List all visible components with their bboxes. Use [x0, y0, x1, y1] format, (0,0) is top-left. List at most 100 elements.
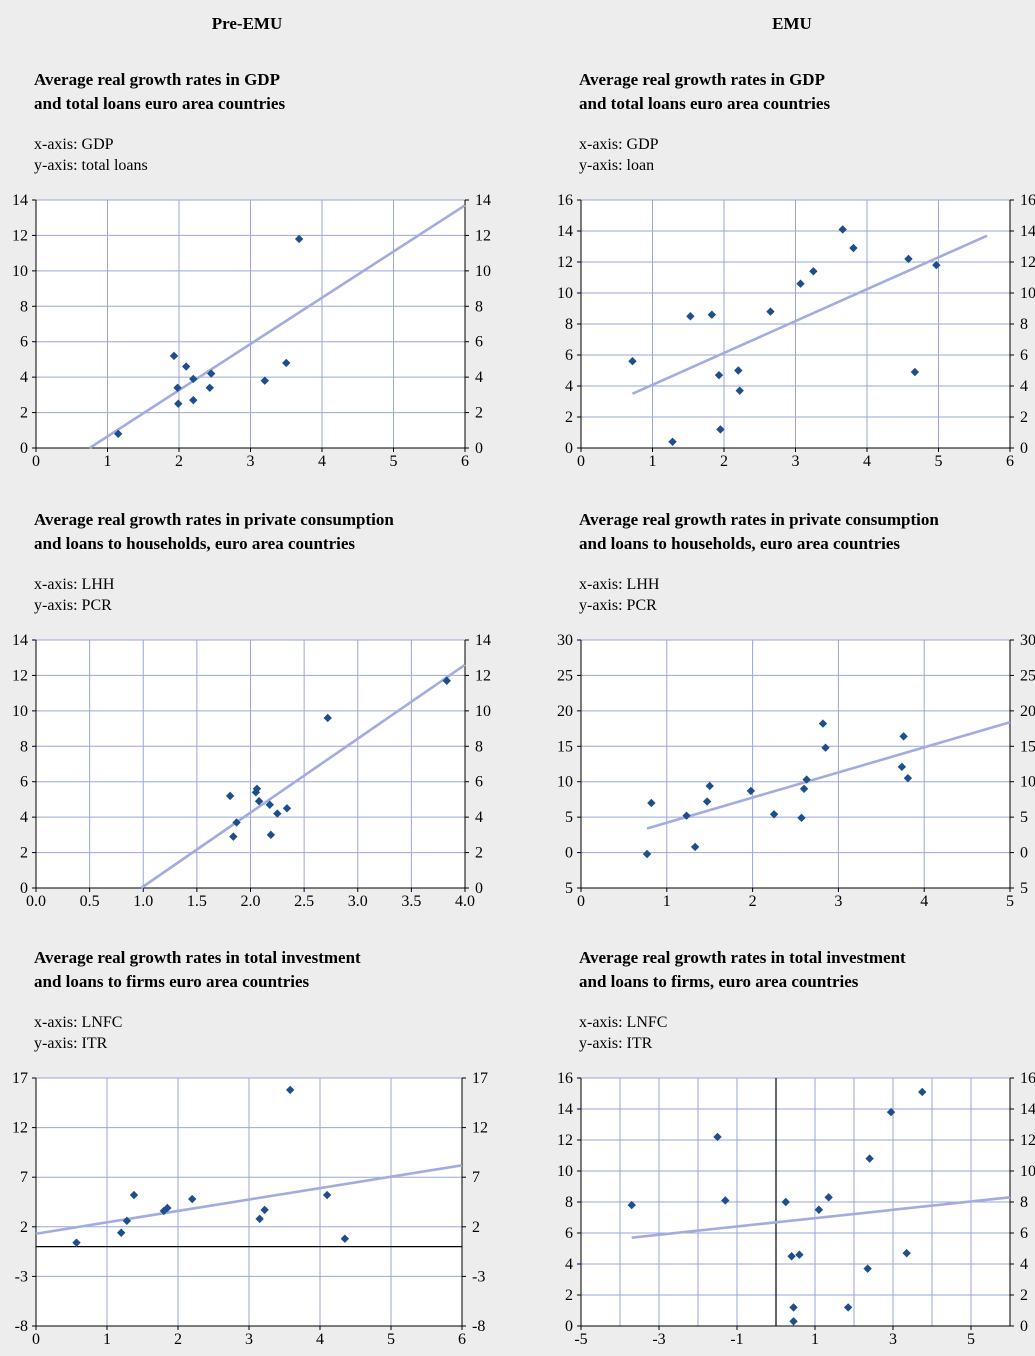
axis-legend: x-axis: GDP y-axis: total loans — [34, 134, 148, 176]
panel-title-line2: and total loans euro area countries — [34, 94, 286, 113]
data-point — [735, 386, 744, 395]
x-tick-label: 5 — [967, 1331, 975, 1348]
panel-title-line1: Average real growth rates in GDP — [579, 70, 825, 89]
trend-line — [35, 1164, 463, 1236]
data-point — [189, 395, 198, 405]
y-tick-label-left: 10 — [557, 774, 573, 791]
data-point — [129, 1190, 139, 1200]
y-tick-label-right: 0 — [475, 880, 483, 897]
x-tick-label: 5 — [935, 453, 943, 470]
x-axis-note: x-axis: LNFC — [579, 1014, 668, 1031]
y-tick-label-right: -8 — [472, 1318, 485, 1335]
y-tick-label-right: 0 — [1020, 1318, 1028, 1335]
y-tick-label-left: 12 — [12, 227, 28, 244]
data-point — [809, 267, 818, 276]
column-heading-emu: EMU — [772, 14, 812, 33]
y-tick-label-left: 0 — [20, 440, 28, 457]
y-tick-label-left: 25 — [557, 667, 573, 684]
panel-title-line1: Average real growth rates in total inves… — [34, 948, 361, 967]
x-tick-label: 6 — [1006, 453, 1014, 470]
x-tick-label: 0.5 — [80, 893, 100, 910]
data-point — [647, 798, 656, 808]
x-tick-label: 3 — [245, 1331, 253, 1348]
data-point — [932, 260, 941, 270]
x-tick-label: 3 — [792, 453, 800, 470]
data-point — [713, 1132, 722, 1142]
trend-line — [631, 1196, 1011, 1239]
y-tick-label-left: 4 — [565, 378, 573, 395]
x-tick-label: 2.5 — [294, 893, 314, 910]
data-point — [206, 369, 216, 378]
x-tick-label: 1 — [811, 1331, 819, 1348]
y-tick-label-right: 4 — [1020, 1256, 1028, 1273]
x-tick-label: 3 — [889, 1331, 897, 1348]
x-tick-label: 3.5 — [401, 893, 421, 910]
y-tick-label-left: 4 — [20, 809, 28, 826]
y-tick-label-right: 20 — [1020, 703, 1035, 720]
x-tick-label: 1.5 — [187, 893, 207, 910]
x-tick-label: 0 — [577, 893, 585, 910]
x-tick-label: 1 — [103, 1331, 111, 1348]
y-tick-label-right: 6 — [475, 334, 483, 351]
y-tick-label-right: 10 — [1020, 1163, 1035, 1180]
y-tick-label-right: 14 — [475, 632, 491, 649]
x-tick-label: 3.0 — [348, 893, 368, 910]
panel-title: Average real growth rates in GDP and tot… — [34, 68, 285, 116]
y-tick-label-right: 16 — [1020, 192, 1035, 209]
y-tick-label-left: -8 — [15, 1318, 28, 1335]
data-point — [899, 732, 908, 741]
y-tick-label-right: 0 — [475, 440, 483, 457]
x-tick-label: 4 — [863, 453, 871, 470]
data-point — [232, 818, 241, 827]
panel-title-line2: and loans to firms euro area countries — [34, 972, 310, 991]
y-tick-label-left: -3 — [15, 1268, 28, 1285]
y-tick-label-right: 2 — [472, 1219, 480, 1236]
y-tick-label-right: 25 — [1020, 667, 1035, 684]
x-tick-label: 2.0 — [241, 893, 261, 910]
y-tick-label-left: 12 — [12, 1120, 28, 1137]
panel-title: Average real growth rates in private con… — [579, 508, 939, 556]
y-tick-label-right: 0 — [1020, 440, 1028, 457]
y-tick-label-right: 4 — [475, 369, 483, 386]
y-tick-label-right: 6 — [1020, 1225, 1028, 1242]
data-point — [787, 1252, 796, 1261]
y-tick-label-left: 12 — [12, 667, 28, 684]
y-tick-label-right: 14 — [1020, 223, 1035, 240]
y-tick-label-right: 7 — [472, 1169, 480, 1186]
y-axis-note: y-axis: PCR — [579, 597, 657, 614]
plot-area — [581, 640, 1010, 888]
y-tick-label-right: 0 — [1020, 845, 1028, 862]
data-point — [181, 362, 191, 371]
y-tick-label-right: 4 — [475, 809, 483, 826]
x-tick-label: 2 — [175, 453, 183, 470]
x-tick-label: 1.0 — [133, 893, 153, 910]
x-tick-label: 4.0 — [455, 893, 475, 910]
y-tick-label-left: 14 — [557, 223, 573, 240]
y-tick-label-right: 15 — [1020, 738, 1035, 755]
y-tick-label-left: 8 — [565, 316, 573, 333]
scatter-chart: 0 0 2 2 4 4 6 6 8 8 10 10 12 12 14 14 16 16 -5 -3 -1 1 3 5 — [557, 1070, 1035, 1348]
y-tick-label-right: 2 — [475, 405, 483, 422]
y-tick-label-left: 6 — [20, 334, 28, 351]
panel-title-line1: Average real growth rates in private con… — [579, 510, 939, 529]
y-tick-label-left: 8 — [20, 298, 28, 315]
data-point — [796, 279, 805, 288]
y-tick-label-left: 5 — [565, 809, 573, 826]
x-tick-label: -5 — [574, 1331, 587, 1348]
y-tick-label-left: 16 — [557, 1070, 573, 1087]
y-tick-label-right: 12 — [475, 667, 491, 684]
data-point — [72, 1238, 81, 1247]
x-tick-label: 5 — [390, 453, 398, 470]
panel-title-line2: and loans to households, euro area count… — [34, 534, 355, 553]
data-point — [707, 310, 717, 319]
data-point — [910, 367, 920, 377]
y-tick-label-left: 10 — [557, 1163, 573, 1180]
y-tick-label-left: 14 — [12, 632, 28, 649]
panel-title: Average real growth rates in total inves… — [579, 946, 906, 994]
y-tick-label-left: 10 — [12, 703, 28, 720]
y-tick-label-left: 17 — [12, 1070, 28, 1087]
y-tick-label-right: 8 — [475, 738, 483, 755]
y-axis-note: y-axis: ITR — [579, 1035, 653, 1052]
